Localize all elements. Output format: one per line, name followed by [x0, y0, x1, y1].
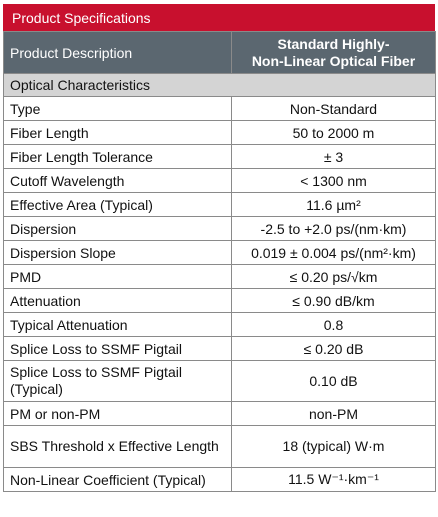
- row-value: 11.6 µm²: [231, 192, 436, 217]
- table-row: Effective Area (Typical) 11.6 µm²: [3, 192, 436, 217]
- row-label: Attenuation: [3, 288, 232, 313]
- table-row: Cutoff Wavelength < 1300 nm: [3, 168, 436, 193]
- header-value-line1: Standard Highly-: [277, 36, 390, 52]
- row-value: -2.5 to +2.0 ps/(nm·km): [231, 216, 436, 241]
- row-value: 0.10 dB: [231, 360, 436, 402]
- section-label: Optical Characteristics: [3, 73, 436, 97]
- section-row: Optical Characteristics: [3, 73, 436, 97]
- row-label: PMD: [3, 264, 232, 289]
- row-label: SBS Threshold x Effective Length: [3, 425, 232, 468]
- spec-table: Product Description Standard Highly- Non…: [3, 31, 436, 492]
- row-label: Cutoff Wavelength: [3, 168, 232, 193]
- row-value: non-PM: [231, 401, 436, 426]
- row-label: Non-Linear Coefficient (Typical): [3, 467, 232, 492]
- table-row: Splice Loss to SSMF Pigtail ≤ 0.20 dB: [3, 336, 436, 361]
- row-label: Splice Loss to SSMF Pigtail: [3, 336, 232, 361]
- row-value: 50 to 2000 m: [231, 120, 436, 145]
- table-row: SBS Threshold x Effective Length 18 (typ…: [3, 425, 436, 468]
- row-label: Splice Loss to SSMF Pigtail (Typical): [3, 360, 232, 402]
- row-label: Dispersion Slope: [3, 240, 232, 265]
- row-value: ≤ 0.20 dB: [231, 336, 436, 361]
- table-row: Typical Attenuation 0.8: [3, 312, 436, 337]
- table-row: Type Non-Standard: [3, 96, 436, 121]
- table-row: PMD ≤ 0.20 ps/√km: [3, 264, 436, 289]
- row-label: Type: [3, 96, 232, 121]
- row-label: Typical Attenuation: [3, 312, 232, 337]
- table-row: Fiber Length Tolerance ± 3: [3, 144, 436, 169]
- row-value: 18 (typical) W·m: [231, 425, 436, 468]
- table-row: Non-Linear Coefficient (Typical) 11.5 W⁻…: [3, 467, 436, 492]
- row-label: PM or non-PM: [3, 401, 232, 426]
- row-label: Effective Area (Typical): [3, 192, 232, 217]
- table-title: Product Specifications: [3, 4, 435, 31]
- table-row: PM or non-PM non-PM: [3, 401, 436, 426]
- table-row: Attenuation ≤ 0.90 dB/km: [3, 288, 436, 313]
- row-value: ≤ 0.90 dB/km: [231, 288, 436, 313]
- spec-table-container: Product Specifications Product Descripti…: [3, 4, 436, 492]
- header-value: Standard Highly- Non-Linear Optical Fibe…: [231, 31, 436, 74]
- row-value: < 1300 nm: [231, 168, 436, 193]
- row-label: Dispersion: [3, 216, 232, 241]
- table-row: Fiber Length 50 to 2000 m: [3, 120, 436, 145]
- header-label: Product Description: [3, 31, 232, 74]
- row-value: 0.019 ± 0.004 ps/(nm²·km): [231, 240, 436, 265]
- header-value-line2: Non-Linear Optical Fiber: [251, 53, 416, 69]
- row-value: Non-Standard: [231, 96, 436, 121]
- row-value: ± 3: [231, 144, 436, 169]
- row-value: 0.8: [231, 312, 436, 337]
- row-label: Fiber Length: [3, 120, 232, 145]
- table-row: Splice Loss to SSMF Pigtail (Typical) 0.…: [3, 360, 436, 402]
- table-row: Dispersion -2.5 to +2.0 ps/(nm·km): [3, 216, 436, 241]
- row-value: 11.5 W⁻¹·km⁻¹: [231, 467, 436, 492]
- row-label: Fiber Length Tolerance: [3, 144, 232, 169]
- row-value: ≤ 0.20 ps/√km: [231, 264, 436, 289]
- table-row: Dispersion Slope 0.019 ± 0.004 ps/(nm²·k…: [3, 240, 436, 265]
- header-row: Product Description Standard Highly- Non…: [3, 31, 436, 74]
